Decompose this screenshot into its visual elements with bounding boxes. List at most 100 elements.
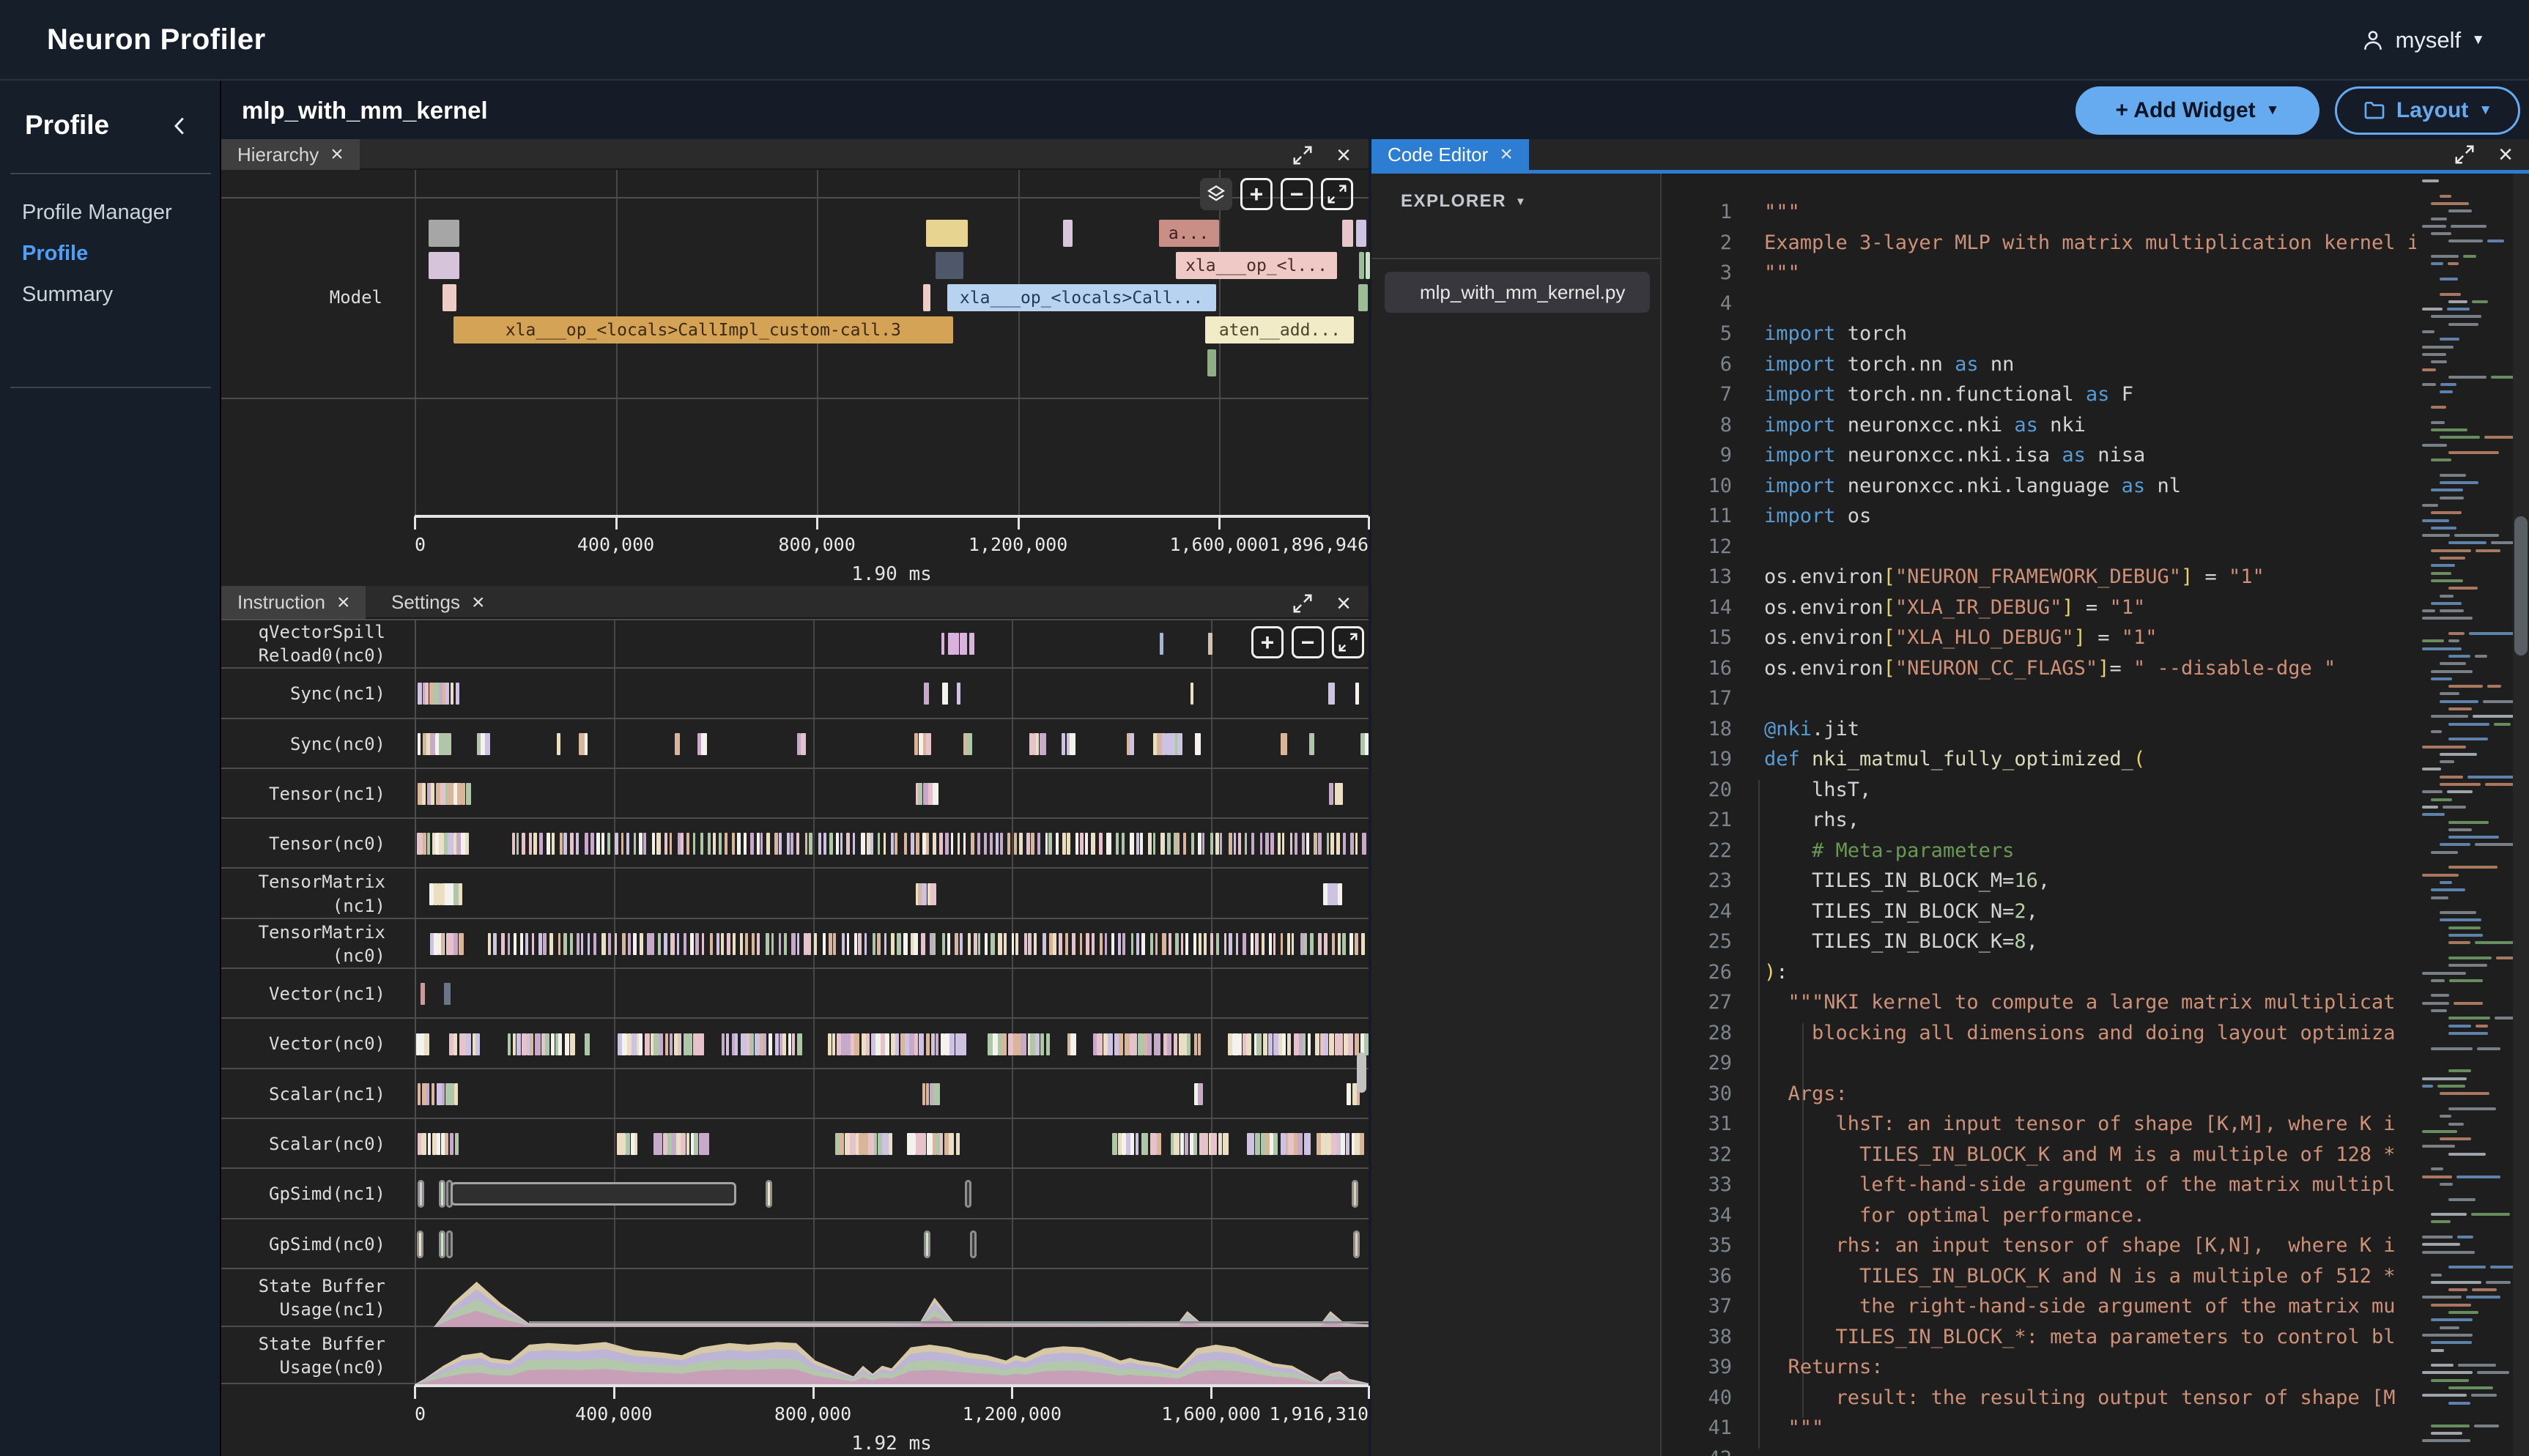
hierarchy-chart[interactable]: Model a... xla___op_<l... xla___op_<locals>… (221, 170, 1371, 515)
code-line[interactable]: 18 @nki.jit (1662, 714, 2416, 745)
code-line[interactable]: 40 result: the resulting output tensor o… (1662, 1383, 2416, 1414)
zoom-out-button[interactable]: − (1281, 178, 1313, 210)
timeline-bar[interactable] (935, 252, 963, 279)
instruction-row[interactable]: Sync(nc1) (221, 669, 1369, 719)
code-line[interactable]: 25 TILES_IN_BLOCK_K=8, (1662, 926, 2416, 957)
code-line[interactable]: 39 Returns: (1662, 1352, 2416, 1383)
tab-settings[interactable]: Settings × (375, 586, 500, 619)
code-line[interactable]: 42 (1662, 1444, 2416, 1456)
timeline-bar[interactable]: xla___op_<l... (1175, 252, 1338, 279)
code-line[interactable]: 35 rhs: an input tensor of shape [K,N], … (1662, 1230, 2416, 1261)
zoom-in-button[interactable]: + (1240, 178, 1273, 210)
tab-code-editor[interactable]: Code Editor × (1371, 139, 1529, 170)
minimap[interactable] (2416, 174, 2513, 1456)
instruction-expand-icon[interactable] (1289, 590, 1316, 617)
instruction-row[interactable]: TensorMatrix (nc1) (221, 869, 1369, 919)
user-menu[interactable]: myself ▼ (2360, 22, 2485, 59)
instruction-row[interactable]: Sync(nc0) (221, 719, 1369, 769)
code-line[interactable]: 23 TILES_IN_BLOCK_M=16, (1662, 866, 2416, 896)
code-line[interactable]: 33 left-hand-side argument of the matrix… (1662, 1170, 2416, 1200)
tab-instruction[interactable]: Instruction × (221, 586, 366, 619)
timeline-bar[interactable] (925, 220, 969, 247)
instr-fit-view-button[interactable] (1332, 626, 1364, 658)
explorer-header[interactable]: EXPLORER ▼ (1401, 191, 1527, 212)
gpsimd-long-bar[interactable] (450, 1182, 737, 1206)
instr-zoom-out-button[interactable]: − (1292, 626, 1324, 658)
timeline-bar[interactable]: xla___op_<locals>Call... (947, 284, 1216, 311)
instruction-row[interactable]: Scalar(nc1) (221, 1069, 1369, 1119)
layers-icon[interactable] (1200, 178, 1232, 210)
instruction-row[interactable]: GpSimd(nc0) (221, 1219, 1369, 1269)
file-item[interactable]: mlp_with_mm_kernel.py (1385, 272, 1650, 313)
code-line[interactable]: 8 import neuronxcc.nki as nki (1662, 410, 2416, 441)
code-line[interactable]: 16 os.environ["NEURON_CC_FLAGS"]= " --dis… (1662, 653, 2416, 684)
add-widget-button[interactable]: + Add Widget ▼ (2076, 86, 2319, 135)
code-line[interactable]: 36 TILES_IN_BLOCK_K and N is a multiple … (1662, 1261, 2416, 1292)
tab-hierarchy-close-icon[interactable]: × (330, 142, 344, 166)
code-line[interactable]: 30 Args: (1662, 1079, 2416, 1110)
code-line[interactable]: 34 for optimal performance. (1662, 1200, 2416, 1231)
layout-button[interactable]: Layout ▼ (2335, 86, 2520, 135)
code-line[interactable]: 26): (1662, 957, 2416, 988)
code-line[interactable]: 15 os.environ["XLA_HLO_DEBUG"] = "1" (1662, 623, 2416, 653)
code-line[interactable]: 28 blocking all dimensions and doing lay… (1662, 1018, 2416, 1049)
code-line[interactable]: 19 def nki_matmul_fully_optimized_( (1662, 744, 2416, 775)
code-area[interactable]: 1 """ 2 Example 3-layer MLP with matrix mul… (1662, 174, 2416, 1456)
code-line[interactable]: 10 import neuronxcc.nki.language as nl (1662, 471, 2416, 502)
code-line[interactable]: 12 (1662, 532, 2416, 562)
tab-hierarchy[interactable]: Hierarchy × (221, 139, 360, 170)
instruction-row[interactable]: GpSimd(nc1) (221, 1169, 1369, 1219)
instr-zoom-in-button[interactable]: + (1251, 626, 1284, 658)
code-editor-close-icon[interactable]: × (2498, 140, 2513, 168)
timeline-bar[interactable] (1356, 220, 1367, 247)
sidebar-item-profile-manager[interactable]: Profile Manager (22, 200, 172, 224)
timeline-bar[interactable] (1358, 284, 1368, 311)
timeline-bar[interactable]: a... (1158, 220, 1219, 247)
instruction-row[interactable]: Vector(nc1) (221, 969, 1369, 1019)
timeline-bar[interactable] (428, 252, 459, 279)
instruction-row[interactable]: Scalar(nc0) (221, 1119, 1369, 1170)
tab-instruction-close-icon[interactable]: × (336, 590, 350, 614)
code-line[interactable]: 14 os.environ["XLA_IR_DEBUG"] = "1" (1662, 593, 2416, 623)
instruction-row[interactable]: Tensor(nc0) (221, 819, 1369, 869)
instruction-row[interactable]: qVectorSpill Reload0(nc0) (221, 619, 1369, 669)
timeline-bar[interactable] (1358, 252, 1365, 279)
code-line[interactable]: 41 """ (1662, 1413, 2416, 1444)
instruction-row[interactable]: State Buffer Usage(nc0) (221, 1327, 1369, 1384)
code-line[interactable]: 31 lhsT: an input tensor of shape [K,M],… (1662, 1109, 2416, 1140)
code-line[interactable]: 2 Example 3-layer MLP with matrix multipl… (1662, 228, 2416, 259)
instruction-row[interactable]: State Buffer Usage(nc1) (221, 1269, 1369, 1327)
code-line[interactable]: 6 import torch.nn as nn (1662, 349, 2416, 380)
instruction-row[interactable]: Tensor(nc1) (221, 769, 1369, 820)
tab-code-editor-close-icon[interactable]: × (1500, 142, 1513, 166)
instruction-row[interactable]: Vector(nc0) (221, 1019, 1369, 1069)
fit-view-button[interactable] (1321, 178, 1353, 210)
code-line[interactable]: 9 import neuronxcc.nki.isa as nisa (1662, 440, 2416, 471)
timeline-bar[interactable] (442, 284, 457, 311)
hierarchy-expand-icon[interactable] (1289, 142, 1316, 168)
code-line[interactable]: 11 import os (1662, 501, 2416, 532)
code-line[interactable]: 22 # Meta-parameters (1662, 836, 2416, 866)
code-line[interactable]: 29 (1662, 1048, 2416, 1079)
hierarchy-close-icon[interactable]: × (1336, 141, 1351, 169)
code-scrollbar-thumb[interactable] (2514, 516, 2528, 655)
instruction-row[interactable]: TensorMatrix (nc0) (221, 919, 1369, 970)
code-line[interactable]: 7 import torch.nn.functional as F (1662, 379, 2416, 410)
code-line[interactable]: 38 TILES_IN_BLOCK_*: meta parameters to … (1662, 1322, 2416, 1353)
timeline-bar[interactable] (1366, 252, 1371, 279)
code-line[interactable]: 1 """ (1662, 197, 2416, 228)
code-line[interactable]: 21 rhs, (1662, 805, 2416, 836)
timeline-bar[interactable]: xla___op_<locals>CallImpl_custom-call.3 (453, 316, 953, 343)
timeline-bar[interactable] (1063, 220, 1073, 247)
code-line[interactable]: 32 TILES_IN_BLOCK_K and M is a multiple … (1662, 1140, 2416, 1170)
code-editor-expand-icon[interactable] (2451, 141, 2478, 168)
timeline-bar[interactable] (1341, 220, 1354, 247)
instruction-close-icon[interactable]: × (1336, 589, 1351, 617)
sidebar-item-profile[interactable]: Profile (22, 241, 89, 265)
code-scrollbar-track[interactable] (2513, 174, 2529, 1456)
timeline-bar[interactable] (428, 220, 459, 247)
code-line[interactable]: 17 (1662, 683, 2416, 714)
code-line[interactable]: 20 lhsT, (1662, 775, 2416, 806)
timeline-bar[interactable]: aten__add... (1205, 316, 1355, 343)
timeline-bar[interactable] (1207, 349, 1217, 376)
